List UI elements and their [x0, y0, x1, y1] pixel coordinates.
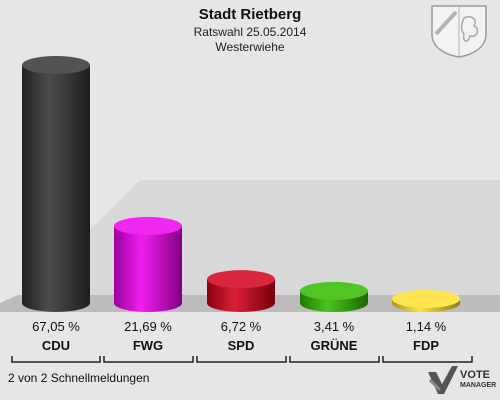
chart-title: Stadt Rietberg: [198, 6, 302, 23]
value-label-cdu: 67,05 %: [32, 319, 80, 334]
category-label-cdu: CDU: [42, 338, 70, 353]
category-label-fwg: FWG: [133, 338, 163, 353]
value-label-grüne: 3,41 %: [314, 319, 355, 334]
bar-top-fwg: [114, 217, 182, 236]
brand-subname: MANAGER: [460, 382, 497, 389]
bar-top-grüne: [300, 281, 368, 300]
category-bracket-spd: [196, 356, 287, 363]
footnote-reports: 2 von 2 Schnellmeldungen: [8, 371, 150, 385]
bar-cdu: [22, 64, 90, 312]
category-label-fdp: FDP: [413, 338, 439, 353]
chart-subtitle: Ratswahl 25.05.2014: [193, 25, 307, 39]
category-bracket-fwg: [103, 356, 194, 363]
bar-top-cdu: [22, 55, 90, 74]
value-label-fdp: 1,14 %: [406, 319, 447, 334]
category-bracket-cdu: [11, 356, 101, 363]
bar-spd: [207, 279, 275, 312]
votemanager-logo-icon: [428, 366, 458, 394]
bar-fwg: [114, 226, 182, 312]
bar-top-fdp: [392, 289, 460, 308]
category-label-spd: SPD: [228, 338, 255, 353]
coat-of-arms-icon: [431, 5, 487, 58]
category-bracket-grüne: [289, 356, 380, 363]
bar-top-spd: [207, 270, 275, 289]
category-bracket-fdp: [382, 356, 473, 363]
brand-name: VOTE: [460, 369, 490, 381]
value-label-spd: 6,72 %: [221, 319, 262, 334]
value-label-fwg: 21,69 %: [124, 319, 172, 334]
category-label-grüne: GRÜNE: [311, 338, 358, 353]
district-name: Westerwiehe: [215, 40, 285, 54]
